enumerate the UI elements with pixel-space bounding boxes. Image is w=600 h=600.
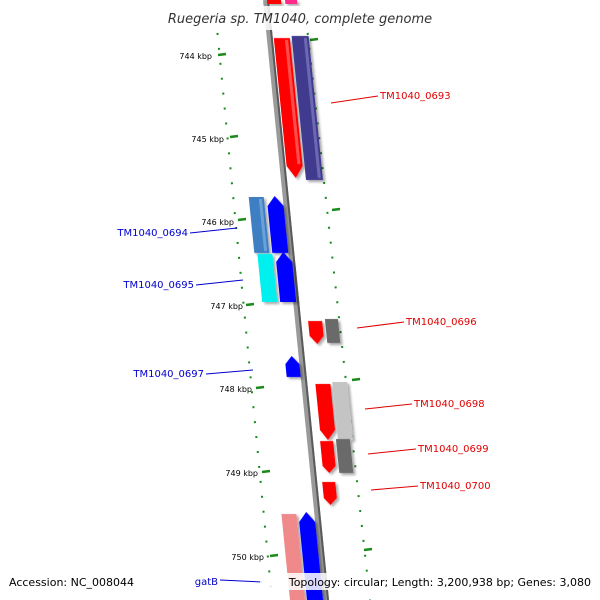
summary-backdrop [260, 573, 596, 590]
accession-text: Accession: NC_008044 [9, 576, 134, 589]
ruler-label-745: 745 kbp [191, 135, 224, 144]
leader-line-0695 [195, 279, 244, 286]
ruler-tick [255, 385, 265, 390]
leader-line-0699 [367, 448, 417, 455]
gene-label-0698[interactable]: TM1040_0698 [413, 399, 485, 410]
gene-feature-0693-purple-stripe [303, 38, 321, 178]
ruler-tick [237, 217, 247, 222]
gene-feature-0694-blue[interactable] [267, 196, 289, 253]
gene-feature-0693-stripe [285, 40, 301, 164]
ruler-label-749: 749 kbp [225, 469, 258, 478]
gene-feature-0695-blue[interactable] [275, 252, 297, 302]
leader-line-0694 [189, 227, 238, 234]
ruler-label-748: 748 kbp [219, 385, 252, 394]
gene-label-0697[interactable]: TM1040_0697 [132, 369, 204, 380]
title-backdrop [150, 6, 450, 30]
ruler-tick [229, 134, 239, 139]
gene-feature-top-red[interactable] [267, 0, 282, 4]
gene-feature-0699-red[interactable] [320, 441, 336, 473]
gene-feature-0694-stripe [258, 199, 268, 251]
ruler-tick [261, 469, 271, 474]
ruler-tick [331, 207, 341, 212]
gene-label-gatb[interactable]: gatB [195, 577, 218, 588]
ruler-tick [351, 377, 361, 382]
gene-feature-0698-lightgrey[interactable] [332, 382, 354, 440]
gene-feature-0699-grey[interactable] [335, 439, 354, 473]
ruler-tick [217, 52, 227, 57]
ruler-tick [245, 302, 255, 307]
gene-feature-top-pink[interactable] [285, 0, 298, 4]
gene-label-0696[interactable]: TM1040_0696 [405, 317, 477, 328]
ruler-label-750: 750 kbp [231, 553, 264, 562]
leader-line-0693 [330, 95, 379, 104]
ruler-label-746: 746 kbp [201, 218, 234, 227]
leader-line-0700 [370, 485, 419, 491]
gene-feature-0696-red[interactable] [308, 321, 324, 344]
gene-label-0695[interactable]: TM1040_0695 [122, 280, 194, 291]
gene-label-0700[interactable]: TM1040_0700 [419, 481, 491, 492]
ruler-label-744: 744 kbp [179, 52, 212, 61]
genome-summary-text: Topology: circular; Length: 3,200,938 bp… [288, 576, 591, 589]
leader-line-0697 [205, 369, 254, 375]
ruler-tick [269, 553, 279, 558]
gene-feature-0695-cyan[interactable] [257, 254, 278, 302]
ruler-ticks [217, 37, 373, 558]
ruler-tick [363, 547, 373, 552]
map-title: Ruegeria sp. TM1040, complete genome [168, 12, 432, 27]
gene-label-0693[interactable]: TM1040_0693 [379, 91, 451, 102]
gene-feature-0698-red[interactable] [315, 384, 336, 440]
leader-line-0698 [364, 403, 413, 410]
genome-backbone-shade [267, 0, 329, 600]
ruler-label-747: 747 kbp [210, 302, 243, 311]
leader-line-gatb [219, 579, 263, 583]
leader-line-0696 [356, 321, 405, 329]
gene-feature-0696-grey[interactable] [324, 319, 341, 343]
gene-label-0699[interactable]: TM1040_0699 [417, 444, 489, 455]
gene-feature-0697-blue[interactable] [285, 356, 301, 377]
gene-feature-0700-red[interactable] [322, 482, 337, 505]
gene-label-0694[interactable]: TM1040_0694 [116, 228, 188, 239]
ruler-tick [309, 37, 319, 42]
